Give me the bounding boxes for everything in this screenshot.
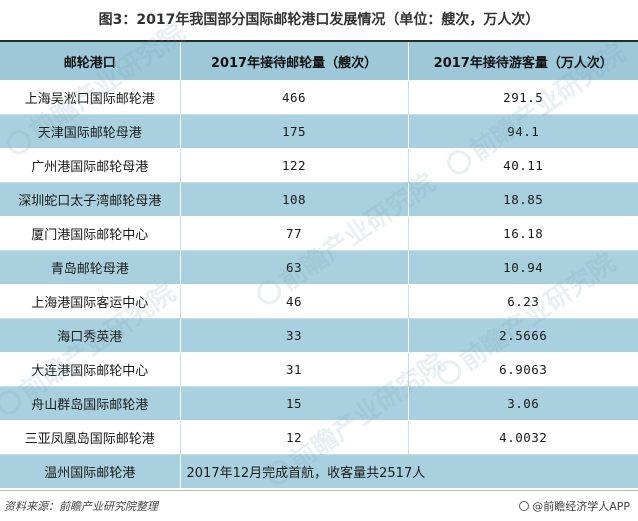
ships-cell: 31 — [180, 352, 409, 387]
ships-cell: 63 — [180, 250, 409, 285]
column-header-ships: 2017年接待邮轮量（艘次） — [180, 42, 409, 81]
table-row: 海口秀英港 33 2.5666 — [0, 318, 638, 353]
column-header-port: 邮轮港口 — [0, 42, 181, 81]
table-row: 上海吴淞口国际邮轮港 466 291.5 — [0, 80, 638, 115]
visitors-cell: 4.0032 — [408, 420, 638, 455]
table-row: 三亚凤凰岛国际邮轮港 12 4.0032 — [0, 420, 638, 455]
table-row: 大连港国际邮轮中心 31 6.9063 — [0, 352, 638, 387]
ships-cell: 466 — [180, 80, 409, 115]
column-header-visitors: 2017年接待游客量（万人次） — [408, 42, 638, 81]
data-table-container: 邮轮港口 2017年接待邮轮量（艘次） 2017年接待游客量（万人次） 上海吴淞… — [0, 40, 638, 489]
ships-cell: 33 — [180, 318, 409, 353]
ships-cell: 175 — [180, 114, 409, 149]
table-row: 舟山群岛国际邮轮港 15 3.06 — [0, 386, 638, 421]
port-name-cell: 上海港国际客运中心 — [0, 284, 181, 319]
port-name-cell: 深圳蛇口太子湾邮轮母港 — [0, 182, 181, 217]
visitors-cell: 291.5 — [408, 80, 638, 115]
page-title: 图3：2017年我国部分国际邮轮港口发展情况（单位：艘次，万人次） — [98, 12, 540, 28]
table-row: 上海港国际客运中心 46 6.23 — [0, 284, 638, 319]
circle-logo-icon — [519, 501, 530, 511]
visitors-cell: 40.11 — [408, 148, 638, 183]
port-name-cell: 舟山群岛国际邮轮港 — [0, 386, 181, 421]
table-header-row: 邮轮港口 2017年接待邮轮量（艘次） 2017年接待游客量（万人次） — [0, 42, 638, 81]
table-row: 天津国际邮轮母港 175 94.1 — [0, 114, 638, 149]
table-row: 青岛邮轮母港 63 10.94 — [0, 250, 638, 285]
visitors-cell: 18.85 — [408, 182, 638, 217]
visitors-cell: 3.06 — [408, 386, 638, 421]
table-row: 厦门港国际邮轮中心 77 16.18 — [0, 216, 638, 251]
port-data-table: 邮轮港口 2017年接待邮轮量（艘次） 2017年接待游客量（万人次） 上海吴淞… — [0, 42, 638, 489]
visitors-cell: 6.9063 — [408, 352, 638, 387]
port-name-cell: 厦门港国际邮轮中心 — [0, 216, 181, 251]
port-name-cell: 大连港国际邮轮中心 — [0, 352, 181, 387]
visitors-cell: 6.23 — [408, 284, 638, 319]
port-name-cell: 海口秀英港 — [0, 318, 181, 353]
ships-cell: 15 — [180, 386, 409, 421]
footer: 资料来源：前瞻产业研究院整理 @前瞻经济学人APP — [0, 490, 638, 521]
port-name-cell: 三亚凤凰岛国际邮轮港 — [0, 420, 181, 455]
brand-text: @前瞻经济学人APP — [532, 500, 630, 513]
brand-credit: @前瞻经济学人APP — [519, 498, 630, 514]
ships-cell: 108 — [180, 182, 409, 217]
table-row: 广州港国际邮轮母港 122 40.11 — [0, 148, 638, 183]
visitors-cell: 16.18 — [408, 216, 638, 251]
port-name-cell: 上海吴淞口国际邮轮港 — [0, 80, 181, 115]
ships-cell: 46 — [180, 284, 409, 319]
table-row-last: 温州国际邮轮港 2017年12月完成首航，收客量共2517人 — [0, 454, 638, 489]
ships-cell: 12 — [180, 420, 409, 455]
visitors-cell: 10.94 — [408, 250, 638, 285]
port-name-cell: 广州港国际邮轮母港 — [0, 148, 181, 183]
visitors-cell: 94.1 — [408, 114, 638, 149]
visitors-cell: 2.5666 — [408, 318, 638, 353]
port-name-cell: 温州国际邮轮港 — [0, 454, 181, 489]
ships-cell: 122 — [180, 148, 409, 183]
table-row: 深圳蛇口太子湾邮轮母港 108 18.85 — [0, 182, 638, 217]
port-name-cell: 青岛邮轮母港 — [0, 250, 181, 285]
port-name-cell: 天津国际邮轮母港 — [0, 114, 181, 149]
source-note: 资料来源：前瞻产业研究院整理 — [4, 500, 158, 513]
ships-cell: 77 — [180, 216, 409, 251]
note-cell: 2017年12月完成首航，收客量共2517人 — [180, 454, 638, 489]
